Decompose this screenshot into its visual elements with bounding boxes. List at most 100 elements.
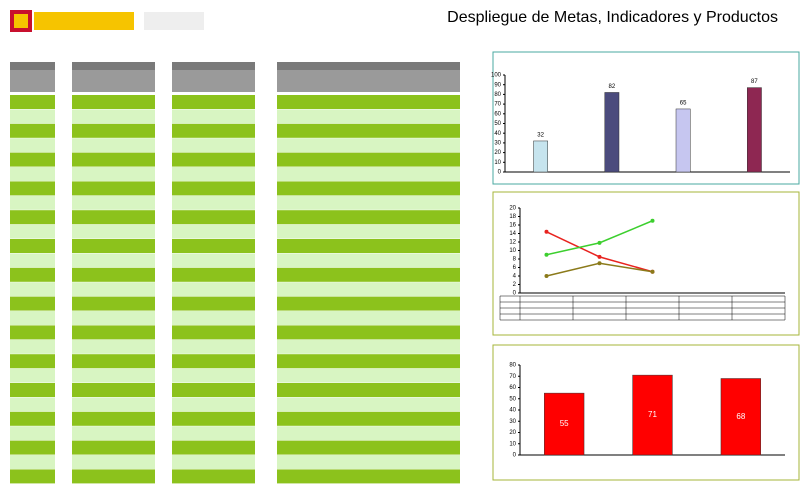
y-tick-label: 0 xyxy=(498,170,502,176)
table-row xyxy=(172,469,255,484)
value-label: 87 xyxy=(751,79,758,85)
table-row xyxy=(72,411,155,426)
table-row xyxy=(10,239,55,253)
table-row xyxy=(277,253,460,268)
table-row xyxy=(10,195,55,210)
table-row xyxy=(72,224,155,239)
bar xyxy=(632,374,673,456)
y-tick-label: 100 xyxy=(491,73,502,79)
table-row xyxy=(72,455,155,469)
table-row xyxy=(10,253,55,268)
table-row xyxy=(277,152,460,167)
table-row xyxy=(172,311,255,325)
table-row xyxy=(72,469,155,484)
table-row xyxy=(10,455,55,469)
table-row xyxy=(10,152,55,167)
table-row xyxy=(172,138,255,153)
table-row xyxy=(72,95,155,109)
table-row xyxy=(277,123,460,138)
table-row xyxy=(277,167,460,181)
table-row xyxy=(172,253,255,268)
table-row xyxy=(10,440,55,455)
table-row xyxy=(277,224,460,239)
y-tick-label: 0 xyxy=(513,291,517,297)
panel xyxy=(492,51,800,185)
table-header xyxy=(277,62,460,70)
table-row xyxy=(172,325,255,340)
point xyxy=(544,229,549,234)
table-row xyxy=(10,167,55,181)
bar xyxy=(675,108,691,173)
table-row xyxy=(10,411,55,426)
table-row xyxy=(72,195,155,210)
table-row xyxy=(277,440,460,455)
table-row xyxy=(277,354,460,369)
table-row xyxy=(72,138,155,153)
table-row xyxy=(277,368,460,383)
table-row xyxy=(172,109,255,124)
page-title: Despliegue de Metas, Indicadores y Produ… xyxy=(447,9,778,26)
point xyxy=(650,269,655,274)
table-row xyxy=(172,239,255,253)
table-row xyxy=(277,383,460,397)
bar xyxy=(544,392,585,456)
y-tick-label: 90 xyxy=(494,82,501,88)
y-tick-label: 30 xyxy=(494,140,501,146)
table-row xyxy=(72,339,155,354)
table-row xyxy=(72,239,155,253)
table-row xyxy=(172,296,255,311)
table-row xyxy=(277,426,460,441)
y-tick-label: 50 xyxy=(494,121,501,127)
table-row xyxy=(277,181,460,196)
table-row xyxy=(10,267,55,282)
table-row xyxy=(277,311,460,325)
table-row xyxy=(172,181,255,196)
table-row xyxy=(172,95,255,109)
point xyxy=(650,218,655,223)
table-header xyxy=(10,62,55,70)
table-row xyxy=(10,311,55,325)
table-row xyxy=(10,296,55,311)
table-row xyxy=(277,296,460,311)
table-row xyxy=(10,123,55,138)
bar xyxy=(604,92,620,173)
panel xyxy=(492,344,800,481)
table-row xyxy=(72,181,155,196)
table-row xyxy=(277,95,460,109)
value-label: 68 xyxy=(736,412,745,421)
table-row xyxy=(72,210,155,225)
y-tick-label: 40 xyxy=(509,408,516,414)
y-tick-label: 60 xyxy=(494,111,501,117)
table-row xyxy=(172,368,255,383)
table-row xyxy=(72,426,155,441)
table-row xyxy=(72,253,155,268)
y-tick-label: 10 xyxy=(509,441,516,447)
y-tick-label: 50 xyxy=(509,396,516,402)
table-row xyxy=(172,224,255,239)
table-header xyxy=(172,62,255,70)
table-row xyxy=(10,339,55,354)
table-row xyxy=(72,368,155,383)
value-label: 71 xyxy=(648,410,657,419)
y-tick-label: 18 xyxy=(509,214,516,220)
table-row xyxy=(172,455,255,469)
table-row xyxy=(172,267,255,282)
panel xyxy=(492,191,800,336)
table-row xyxy=(10,95,55,109)
table-row xyxy=(277,397,460,412)
table-row xyxy=(277,195,460,210)
table-row xyxy=(277,210,460,225)
y-tick-label: 20 xyxy=(509,206,516,212)
y-tick-label: 2 xyxy=(513,282,517,288)
y-tick-label: 80 xyxy=(509,363,516,369)
y-tick-label: 70 xyxy=(494,102,501,108)
y-tick-label: 8 xyxy=(513,257,517,263)
table-row xyxy=(172,167,255,181)
table-header xyxy=(72,62,155,70)
table-row xyxy=(72,354,155,369)
table-row xyxy=(172,440,255,455)
y-tick-label: 20 xyxy=(509,430,516,436)
y-tick-label: 70 xyxy=(509,374,516,380)
table-row xyxy=(10,109,55,124)
table-row xyxy=(10,426,55,441)
